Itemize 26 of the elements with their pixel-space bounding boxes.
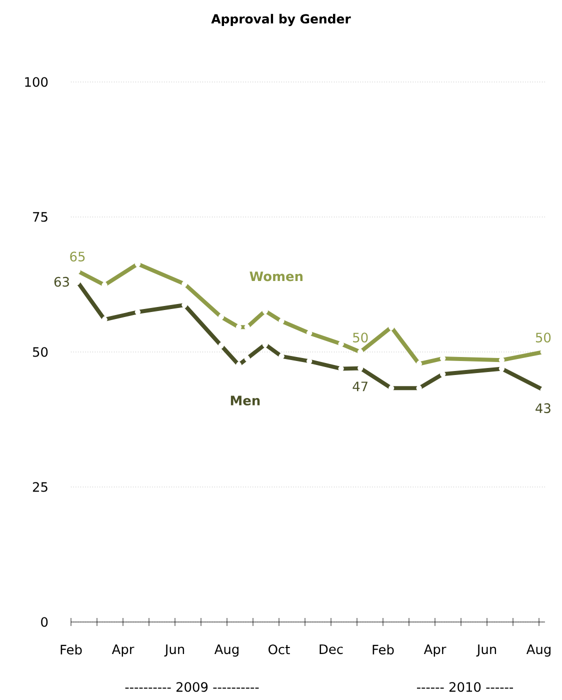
x-tick-label: Feb	[372, 644, 394, 655]
x-tick-label: Aug	[214, 644, 238, 657]
text: ------ 2010 ------	[416, 682, 514, 692]
data-label: 43	[536, 403, 550, 414]
x-tick-label: Aug	[526, 644, 550, 657]
x-tick-label: Oct	[268, 644, 290, 654]
data-label: 63	[54, 276, 69, 287]
y-tick-label: 25	[32, 482, 48, 492]
data-label: 65	[70, 252, 85, 262]
y-tick-label: 50	[33, 347, 48, 357]
x-tick-label: Apr	[424, 644, 446, 657]
y-tick-label: 0	[41, 617, 48, 627]
data-label: 47	[352, 382, 368, 392]
x-tick-label: Feb	[60, 644, 82, 655]
data-label: 50	[353, 332, 368, 342]
x-tick-label: Dec	[320, 644, 343, 654]
x-tick-label: Apr	[112, 644, 134, 657]
text: Women	[250, 272, 302, 282]
chart-title: Approval by Gender	[211, 14, 351, 26]
data-label: 50	[536, 332, 551, 342]
text: Men	[230, 396, 260, 406]
y-tick-label: 75	[33, 212, 48, 222]
y-tick-label: 100	[25, 77, 48, 87]
x-tick-label: Jun	[164, 644, 184, 657]
text: ---------- 2009 ----------	[125, 682, 259, 692]
x-tick-label: Jun	[476, 644, 496, 657]
